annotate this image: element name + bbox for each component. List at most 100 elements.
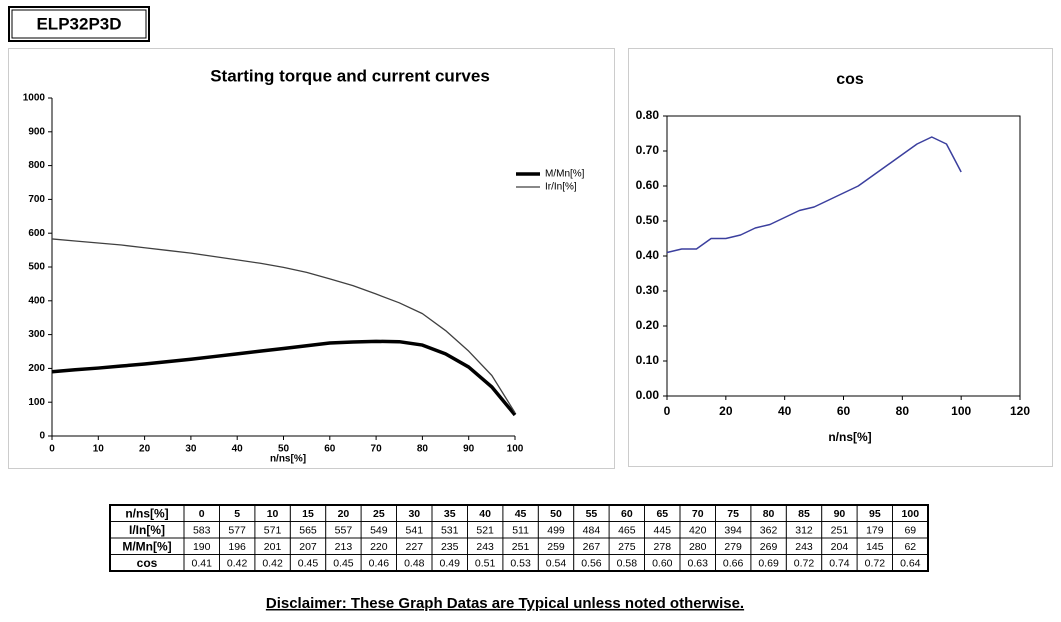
table-cell-text: 60	[621, 508, 633, 520]
table-cell-text: 511	[512, 525, 529, 537]
y-tick-label: 1000	[23, 93, 46, 104]
table-cell-text: 279	[724, 541, 742, 553]
table-cell-text: 577	[228, 525, 246, 537]
x-tick-label: 10	[93, 444, 105, 455]
table-cell-text: 312	[795, 525, 813, 537]
x-axis-label: n/ns[%]	[270, 454, 306, 465]
y-tick-label: 0.50	[636, 213, 660, 227]
x-tick-label: 20	[139, 444, 151, 455]
table-cell-text: 65	[656, 508, 668, 520]
table-cell-text: 80	[763, 508, 775, 520]
disclaimer: Disclaimer: These Graph Datas are Typica…	[266, 595, 744, 612]
x-tick-label: 60	[837, 404, 851, 418]
table-cell-text: 0.58	[617, 558, 638, 570]
table-cell-text: 549	[370, 525, 388, 537]
x-tick-label: 80	[417, 444, 429, 455]
table-cell-text: 90	[834, 508, 846, 520]
table-cell-text: 30	[408, 508, 420, 520]
table-cell-text: 465	[618, 525, 636, 537]
table-cell-text: 0.64	[900, 558, 921, 570]
table-cell-text: 179	[866, 525, 884, 537]
table-cell-text: 521	[476, 525, 494, 537]
table-cell-text: 484	[583, 525, 601, 537]
cos-line	[666, 136, 962, 254]
table-cell-text: 220	[370, 541, 388, 553]
table-cell-text: 557	[335, 525, 353, 537]
table-cell-text: 0	[199, 508, 205, 520]
x-axis-label: n/ns[%]	[828, 430, 871, 444]
table-cell-text: 0.72	[794, 558, 815, 570]
table-cell-text: 213	[335, 541, 353, 553]
x-tick-label: 20	[719, 404, 733, 418]
table-cell-text: 55	[586, 508, 598, 520]
title-box	[8, 6, 150, 42]
x-tick-label: 30	[185, 444, 197, 455]
table-cell-text: 0.45	[298, 558, 319, 570]
table-cell-text: 251	[512, 541, 530, 553]
legend-label: M/Mn[%]	[545, 169, 585, 180]
series-line	[51, 339, 517, 417]
series-line	[51, 238, 516, 414]
table-cell-text: 278	[654, 541, 672, 553]
table-cell-text: 243	[795, 541, 813, 553]
table-cell-text: I/In[%]	[129, 523, 165, 537]
table-cell-text: 565	[299, 525, 317, 537]
x-tick-label: 50	[278, 444, 290, 455]
chart-panel	[628, 48, 1053, 467]
table-cell	[892, 554, 929, 572]
chart-title: cos	[836, 71, 864, 88]
table-cell-text: 0.51	[475, 558, 496, 570]
table-cell-text: 0.41	[191, 558, 212, 570]
table-cell-text: 0.42	[262, 558, 283, 570]
y-tick-label: 700	[28, 194, 45, 205]
x-tick-label: 120	[1010, 404, 1030, 418]
y-tick-label: 200	[28, 363, 45, 374]
table-cell-text: 227	[406, 541, 424, 553]
table-cell-text: 0.69	[758, 558, 779, 570]
table-cell-text: 207	[299, 541, 317, 553]
table-cell-text: 0.63	[687, 558, 708, 570]
table-cell-text: 0.49	[439, 558, 460, 570]
table-cell-text: 25	[373, 508, 385, 520]
table-cell-text: 0.66	[723, 558, 744, 570]
table-cell-text: 5	[234, 508, 240, 520]
table-cell-text: 0.46	[369, 558, 390, 570]
table-cell-text: 20	[338, 508, 350, 520]
table-cell-text: 145	[866, 541, 884, 553]
y-tick-label: 0.80	[636, 108, 660, 122]
table-cell-text: 0.54	[546, 558, 567, 570]
x-tick-label: 70	[371, 444, 383, 455]
x-tick-label: 40	[232, 444, 244, 455]
table-cell-text: n/ns[%]	[125, 506, 168, 520]
table-cell-text: 0.48	[404, 558, 425, 570]
table-cell-text: 571	[264, 525, 282, 537]
y-tick-label: 500	[28, 262, 45, 273]
y-tick-label: 400	[28, 295, 45, 306]
table-cell-text: 445	[654, 525, 672, 537]
table-cell-text: 70	[692, 508, 704, 520]
x-tick-label: 40	[778, 404, 792, 418]
table-cell-text: 269	[760, 541, 778, 553]
table-cell-text: 100	[902, 508, 920, 520]
table-cell-text: 0.45	[333, 558, 354, 570]
table-cell-text: 204	[831, 541, 849, 553]
table-cell-text: 10	[267, 508, 279, 520]
table-cell-text: 531	[441, 525, 459, 537]
table-cell-text: 45	[515, 508, 527, 520]
y-tick-label: 0	[39, 431, 45, 442]
table-cell-text: 251	[831, 525, 849, 537]
y-tick-label: 800	[28, 160, 45, 171]
y-tick-label: 0.40	[636, 248, 660, 262]
x-tick-label: 100	[507, 444, 524, 455]
x-tick-label: 0	[664, 404, 671, 418]
y-tick-label: 100	[28, 397, 45, 408]
y-tick-label: 600	[28, 228, 45, 239]
y-tick-label: 0.30	[636, 283, 660, 297]
table-cell-text: 75	[727, 508, 739, 520]
y-tick-label: 0.70	[636, 143, 660, 157]
chart-title: Starting torque and current curves	[210, 66, 490, 85]
y-tick-label: 0.10	[636, 353, 660, 367]
table-cell-text: 275	[618, 541, 636, 553]
table-cell-text: 0.56	[581, 558, 602, 570]
table-cell-text: 0.42	[227, 558, 248, 570]
